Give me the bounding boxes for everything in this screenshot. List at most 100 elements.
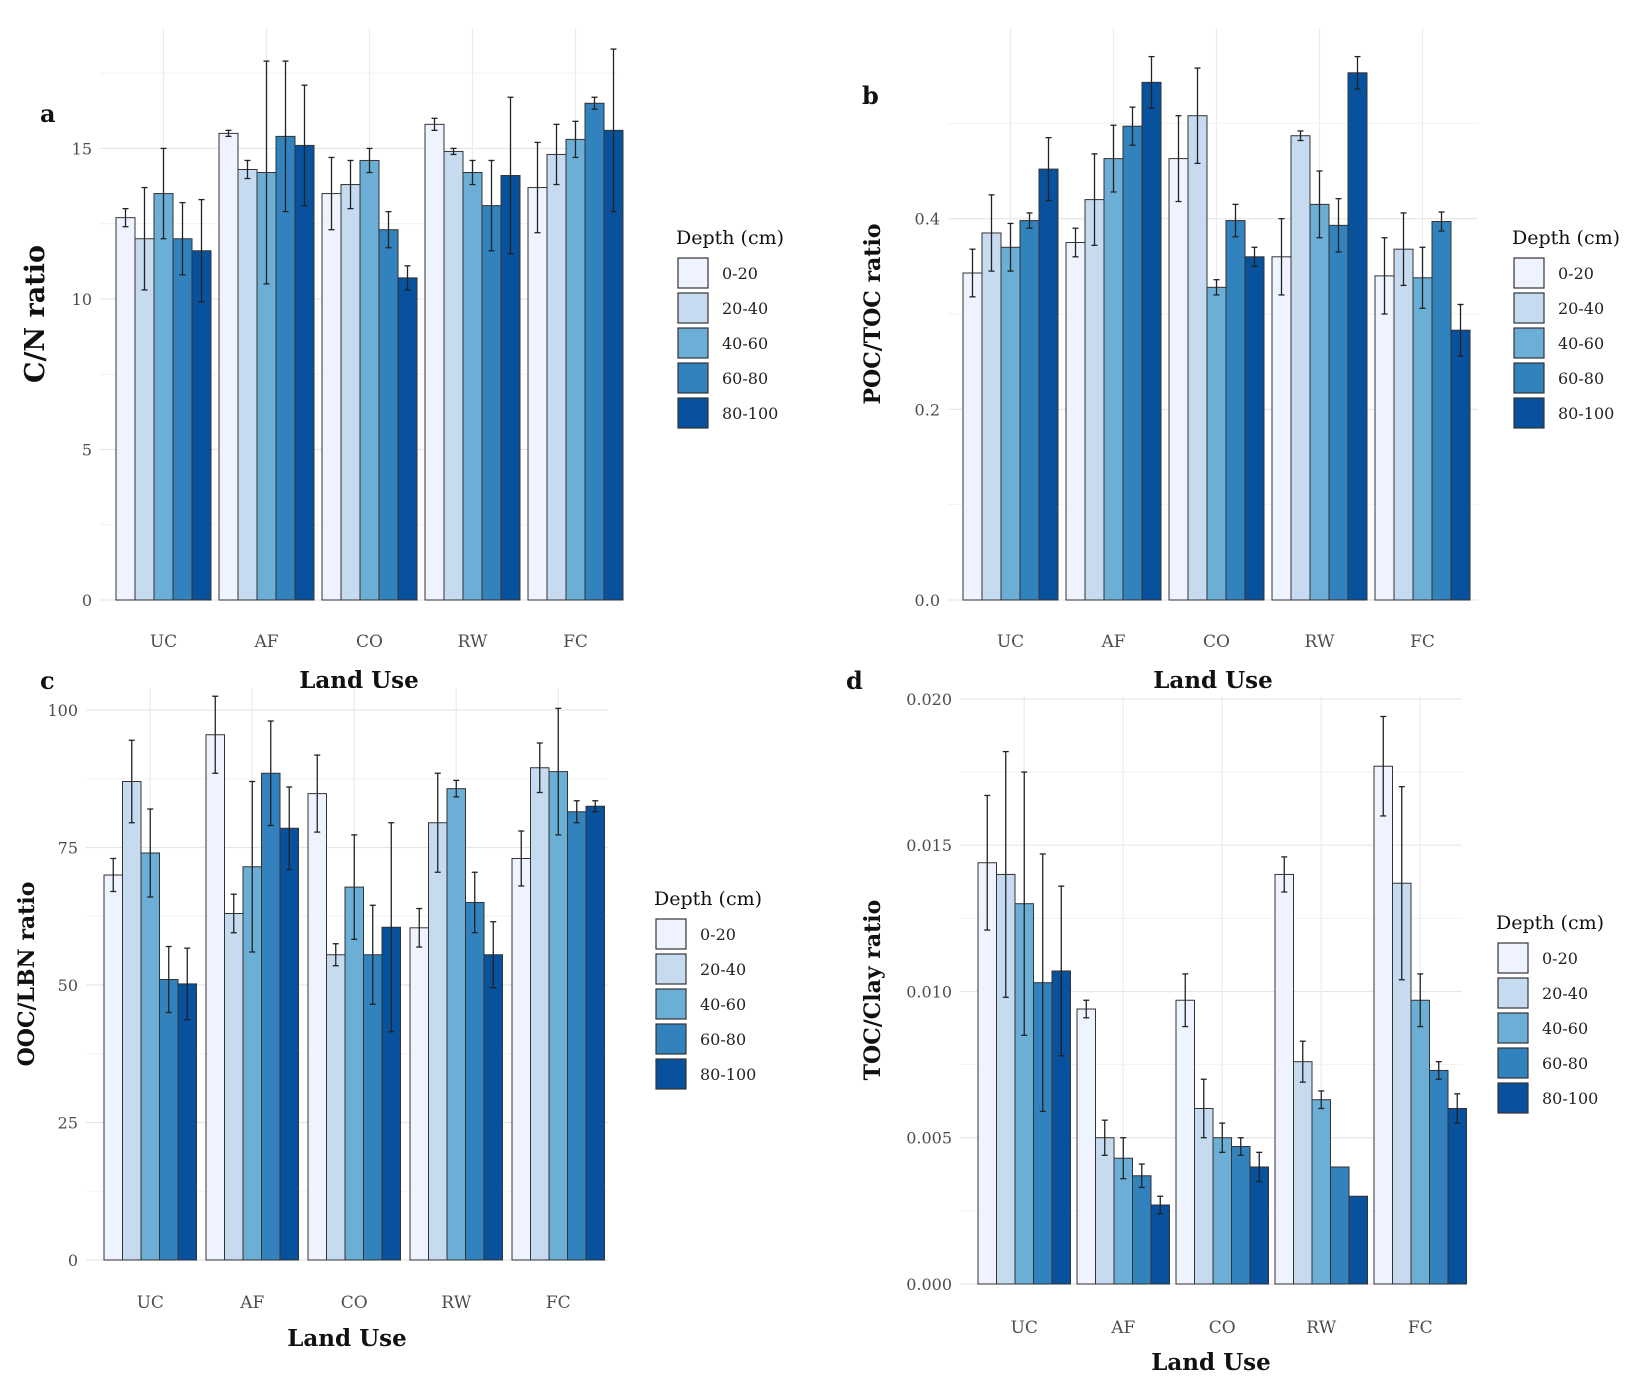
bar bbox=[1431, 221, 1452, 601]
bar bbox=[326, 954, 346, 1261]
bar bbox=[340, 184, 361, 601]
legend-swatch bbox=[655, 1058, 687, 1090]
bar bbox=[397, 277, 418, 601]
bar bbox=[1122, 125, 1143, 601]
x-axis-title: Land Use bbox=[287, 1325, 407, 1352]
bar bbox=[565, 138, 586, 601]
bar bbox=[1348, 1195, 1368, 1285]
bar bbox=[115, 217, 136, 601]
x-tick-label: RW bbox=[458, 632, 488, 652]
bar bbox=[1429, 1069, 1449, 1285]
bar bbox=[1274, 873, 1294, 1285]
x-tick-label: FC bbox=[546, 1293, 571, 1313]
bar bbox=[1374, 275, 1395, 601]
bar bbox=[191, 250, 212, 601]
bar bbox=[446, 788, 466, 1261]
bar bbox=[1076, 1008, 1096, 1285]
bar bbox=[218, 132, 239, 601]
y-axis-title: OOC/LBN ratio bbox=[14, 882, 40, 1067]
x-tick-label: AF bbox=[1110, 1318, 1135, 1338]
legend-label: 20-40 bbox=[1558, 299, 1604, 318]
y-tick-label: 0.005 bbox=[906, 1129, 952, 1148]
bar bbox=[443, 150, 464, 601]
bar bbox=[409, 927, 429, 1261]
bar bbox=[1206, 286, 1227, 601]
legend-swatch bbox=[1497, 1082, 1529, 1114]
bar bbox=[1393, 248, 1414, 601]
legend-swatch bbox=[1513, 362, 1545, 394]
legend-swatch bbox=[1513, 397, 1545, 429]
y-tick-label: 75 bbox=[58, 839, 78, 858]
legend-swatch bbox=[1513, 292, 1545, 324]
panel-label: b bbox=[862, 81, 879, 110]
legend-label: 40-60 bbox=[722, 334, 768, 353]
bar bbox=[159, 979, 179, 1261]
bar bbox=[153, 193, 174, 601]
x-tick-label: RW bbox=[1306, 1318, 1336, 1338]
panel-b: 0.0 0.2 0.4 UC AF CO RW FC Land Use POC/TOC ratio… bbox=[860, 28, 1620, 694]
panel-label: c bbox=[40, 666, 55, 695]
x-tick-label: CO bbox=[1203, 632, 1230, 652]
legend-label: 60-80 bbox=[700, 1030, 746, 1049]
bar bbox=[237, 168, 258, 601]
legend-label: 0-20 bbox=[722, 264, 758, 283]
bar bbox=[483, 954, 503, 1261]
legend: Depth (cm) 0-20 20-40 40-60 60-80 80-100 bbox=[676, 227, 784, 429]
bar bbox=[307, 793, 327, 1261]
bar bbox=[1450, 329, 1471, 601]
legend-label: 60-80 bbox=[1542, 1054, 1588, 1073]
bar bbox=[321, 193, 342, 601]
bar bbox=[527, 187, 548, 601]
bar bbox=[1065, 242, 1086, 601]
bar bbox=[511, 858, 531, 1261]
legend-label: 0-20 bbox=[1542, 949, 1578, 968]
legend-title: Depth (cm) bbox=[1512, 227, 1620, 249]
bar bbox=[481, 205, 502, 601]
legend-label: 80-100 bbox=[700, 1065, 756, 1084]
legend-title: Depth (cm) bbox=[1496, 912, 1604, 934]
bar bbox=[1187, 115, 1208, 601]
y-tick-label: 5 bbox=[82, 440, 92, 459]
bar bbox=[428, 822, 448, 1261]
bar bbox=[1328, 224, 1349, 601]
legend-title: Depth (cm) bbox=[676, 227, 784, 249]
y-tick-label: 0.015 bbox=[906, 836, 952, 855]
bar bbox=[294, 144, 315, 601]
bar bbox=[378, 229, 399, 601]
bar bbox=[122, 781, 142, 1261]
legend: Depth (cm) 0-20 20-40 40-60 60-80 80-100 bbox=[1512, 227, 1620, 429]
x-axis-title: Land Use bbox=[1153, 667, 1273, 694]
legend-swatch bbox=[1497, 977, 1529, 1009]
bar bbox=[1095, 1137, 1115, 1285]
y-tick-label: 25 bbox=[58, 1114, 78, 1133]
y-tick-label: 100 bbox=[47, 701, 78, 720]
legend-swatch bbox=[655, 918, 687, 950]
bar bbox=[1141, 81, 1162, 601]
x-tick-label: CO bbox=[341, 1293, 368, 1313]
legend-label: 20-40 bbox=[700, 960, 746, 979]
legend: Depth (cm) 0-20 20-40 40-60 60-80 80-100 bbox=[654, 888, 762, 1090]
bar bbox=[261, 772, 281, 1261]
bar bbox=[548, 771, 568, 1261]
bar bbox=[134, 238, 155, 601]
bar bbox=[344, 886, 364, 1261]
y-tick-label: 10 bbox=[72, 290, 92, 309]
bar bbox=[1447, 1107, 1467, 1285]
legend-label: 40-60 bbox=[1558, 334, 1604, 353]
legend-label: 20-40 bbox=[722, 299, 768, 318]
legend-label: 80-100 bbox=[1542, 1089, 1598, 1108]
legend-swatch bbox=[655, 988, 687, 1020]
bar bbox=[279, 827, 299, 1261]
bar bbox=[585, 805, 605, 1261]
bar bbox=[962, 272, 983, 601]
bar bbox=[177, 983, 197, 1261]
y-axis-title: TOC/Clay ratio bbox=[860, 900, 886, 1081]
y-tick-label: 15 bbox=[72, 139, 92, 158]
bar bbox=[1000, 246, 1021, 601]
bar bbox=[1293, 1061, 1313, 1285]
y-tick-label: 0.020 bbox=[906, 690, 952, 709]
bar bbox=[1244, 256, 1265, 601]
x-tick-label: AF bbox=[1100, 632, 1125, 652]
legend-label: 80-100 bbox=[722, 404, 778, 423]
